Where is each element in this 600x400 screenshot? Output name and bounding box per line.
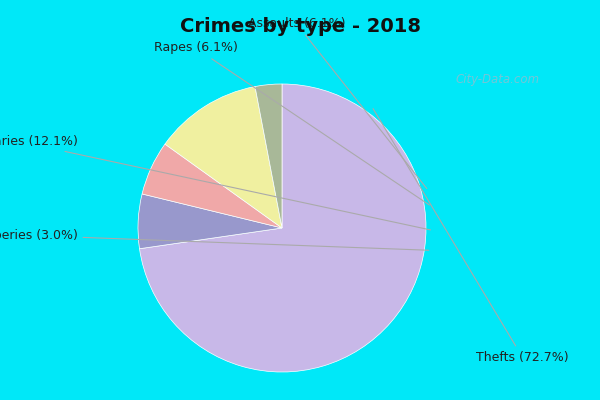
Text: Assaults (6.1%): Assaults (6.1%) bbox=[248, 17, 427, 189]
Wedge shape bbox=[140, 84, 426, 372]
Text: Thefts (72.7%): Thefts (72.7%) bbox=[373, 109, 569, 364]
Wedge shape bbox=[255, 84, 282, 228]
Text: Burglaries (12.1%): Burglaries (12.1%) bbox=[0, 135, 430, 230]
Wedge shape bbox=[138, 194, 282, 249]
Wedge shape bbox=[165, 86, 282, 228]
Text: Rapes (6.1%): Rapes (6.1%) bbox=[154, 42, 430, 205]
Text: Crimes by type - 2018: Crimes by type - 2018 bbox=[179, 16, 421, 36]
Text: City-Data.com: City-Data.com bbox=[456, 74, 540, 86]
Wedge shape bbox=[142, 144, 282, 228]
Text: Robberies (3.0%): Robberies (3.0%) bbox=[0, 229, 429, 250]
